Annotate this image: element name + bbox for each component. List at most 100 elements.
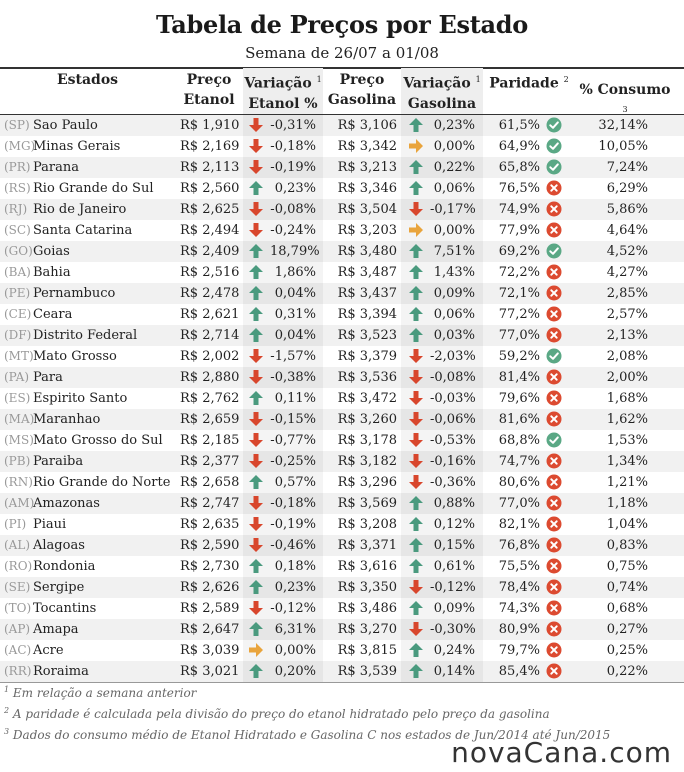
consumo-value: 10,05% (598, 139, 648, 154)
table-row: (MT) Mato Grosso R$ 2,002 -1,57% R$ 3,379 -2,… (0, 346, 684, 367)
gasolina-price: R$ 3,346 (337, 181, 397, 196)
gasolina-price: R$ 3,182 (337, 454, 397, 469)
variation-column-shade (243, 178, 323, 199)
variation-column-shade (401, 430, 483, 451)
etanol-price: R$ 2,762 (180, 391, 240, 406)
gasolina-variation: 0,03% (433, 328, 475, 343)
check-icon (546, 115, 562, 136)
variation-column-shade (243, 430, 323, 451)
consumo-value: 0,27% (606, 622, 648, 637)
cross-icon (546, 577, 562, 598)
arrow-up-icon (248, 472, 264, 493)
arrow-up-icon (248, 241, 264, 262)
header-preco-etanol: Preço Etanol (183, 72, 235, 108)
variation-column-shade (243, 388, 323, 409)
table-row: (TO) Tocantins R$ 2,589 -0,12% R$ 3,486 0,09%… (0, 598, 684, 619)
consumo-value: 0,22% (606, 664, 648, 679)
check-icon (546, 136, 562, 157)
arrow-up-icon (248, 577, 264, 598)
variation-column-shade (243, 577, 323, 598)
cross-icon (546, 514, 562, 535)
arrow-down-icon (408, 409, 424, 430)
consumo-value: 1,34% (606, 454, 648, 469)
arrow-up-icon (408, 178, 424, 199)
header-variacao-gasolina: Variação 1 Gasolina % (401, 68, 483, 132)
variation-column-shade (401, 661, 483, 682)
arrow-up-icon (408, 115, 424, 136)
paridade-value: 79,7% (498, 643, 540, 658)
check-icon (546, 430, 562, 451)
paridade-value: 85,4% (498, 664, 540, 679)
paridade-value: 72,2% (498, 265, 540, 280)
state-name: Rio Grande do Sul (33, 181, 154, 196)
state-abbreviation: (RO) (4, 559, 33, 573)
variation-column-shade (401, 619, 483, 640)
gasolina-price: R$ 3,394 (337, 307, 397, 322)
etanol-variation: -0,18% (270, 496, 316, 511)
gasolina-price: R$ 3,815 (337, 643, 397, 658)
variation-column-shade (401, 514, 483, 535)
arrow-down-icon (248, 430, 264, 451)
table-row: (AP) Amapa R$ 2,647 6,31% R$ 3,270 -0,30% 80,9… (0, 619, 684, 640)
consumo-value: 1,53% (606, 433, 648, 448)
gasolina-variation: 0,06% (433, 181, 475, 196)
gasolina-price: R$ 3,270 (337, 622, 397, 637)
etanol-variation: -0,12% (270, 601, 316, 616)
etanol-variation: -0,19% (270, 517, 316, 532)
gasolina-price: R$ 3,437 (337, 286, 397, 301)
paridade-value: 65,8% (498, 160, 540, 175)
variation-column-shade (243, 619, 323, 640)
etanol-variation: -0,31% (270, 118, 316, 133)
header-consumo: % Consumo 3 (579, 82, 671, 114)
table-row: (SC) Santa Catarina R$ 2,494 -0,24% R$ 3,203… (0, 220, 684, 241)
footnote-1: 1 Em relação a semana anterior (4, 685, 197, 700)
cross-icon (546, 178, 562, 199)
variation-column-shade (243, 241, 323, 262)
variation-column-shade (401, 535, 483, 556)
etanol-price: R$ 2,409 (180, 244, 240, 259)
gasolina-variation: 0,06% (433, 307, 475, 322)
state-abbreviation: (PB) (4, 454, 31, 468)
etanol-variation: 0,20% (274, 664, 316, 679)
etanol-variation: -0,19% (270, 160, 316, 175)
paridade-value: 81,4% (498, 370, 540, 385)
etanol-variation: 0,31% (274, 307, 316, 322)
state-name: Rondonia (33, 559, 96, 574)
arrow-right-icon (408, 220, 424, 241)
state-abbreviation: (TO) (4, 601, 32, 615)
cross-icon (546, 199, 562, 220)
variation-column-shade (401, 409, 483, 430)
gasolina-variation: -0,06% (430, 412, 476, 427)
gasolina-price: R$ 3,350 (337, 580, 397, 595)
paridade-value: 77,0% (498, 328, 540, 343)
state-name: Bahia (33, 265, 71, 280)
variation-column-shade (401, 598, 483, 619)
state-abbreviation: (RN) (4, 475, 33, 489)
state-name: Sao Paulo (33, 118, 98, 133)
variation-column-shade (401, 199, 483, 220)
variation-column-shade (243, 157, 323, 178)
check-icon (546, 346, 562, 367)
paridade-value: 80,9% (498, 622, 540, 637)
gasolina-variation: 7,51% (433, 244, 475, 259)
paridade-value: 74,3% (498, 601, 540, 616)
paridade-value: 80,6% (498, 475, 540, 490)
arrow-down-icon (248, 346, 264, 367)
variation-column-shade (243, 220, 323, 241)
variation-column-shade (401, 283, 483, 304)
variation-column-shade (243, 598, 323, 619)
check-icon (546, 241, 562, 262)
state-abbreviation: (DF) (4, 328, 32, 342)
table-row: (CE) Ceara R$ 2,621 0,31% R$ 3,394 0,06% 77,2%… (0, 304, 684, 325)
consumo-value: 2,13% (606, 328, 648, 343)
state-name: Espirito Santo (33, 391, 128, 406)
arrow-up-icon (248, 556, 264, 577)
novacana-logo: novaCana.com (451, 736, 672, 769)
state-abbreviation: (PI) (4, 517, 27, 531)
gasolina-variation: -0,36% (430, 475, 476, 490)
paridade-value: 82,1% (498, 517, 540, 532)
consumo-value: 0,83% (606, 538, 648, 553)
consumo-value: 1,68% (606, 391, 648, 406)
etanol-price: R$ 2,714 (180, 328, 240, 343)
gasolina-price: R$ 3,260 (337, 412, 397, 427)
